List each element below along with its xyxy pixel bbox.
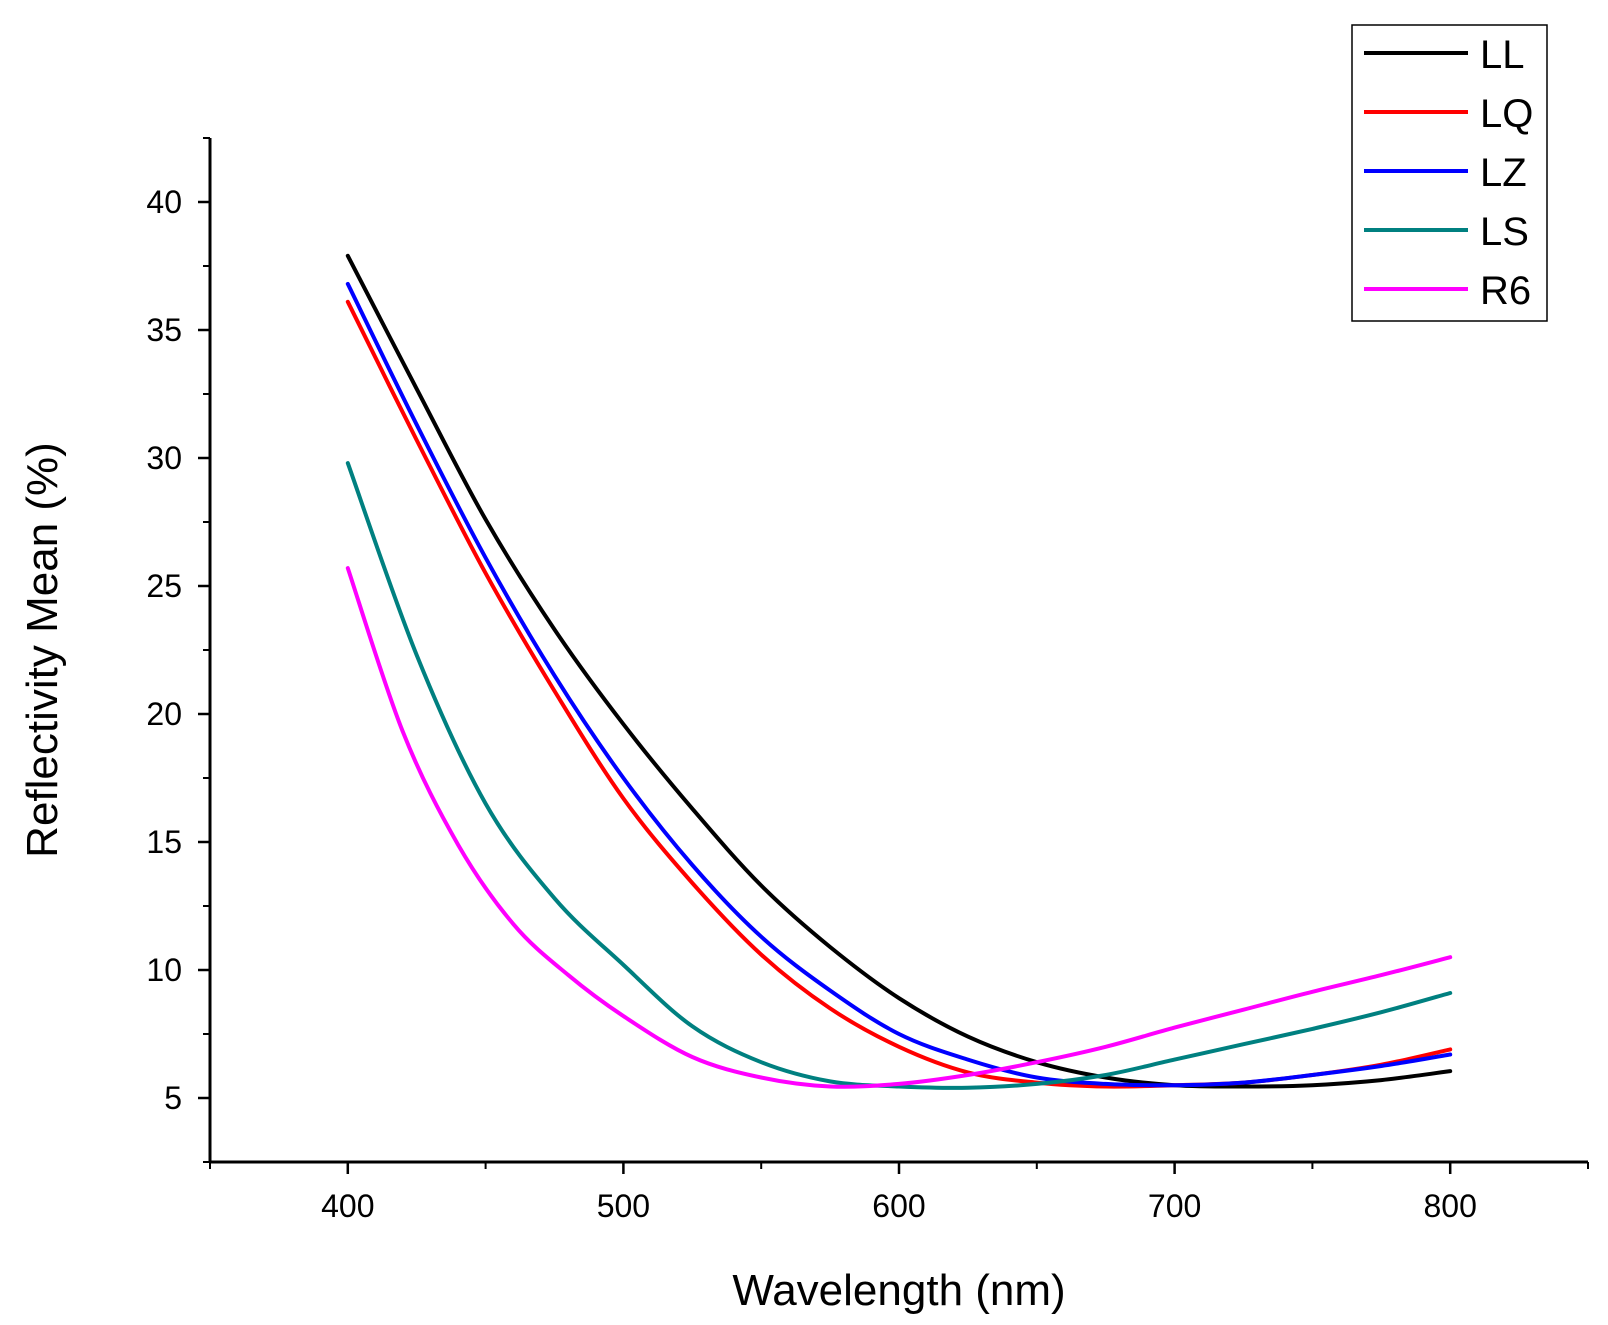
series-line-lq — [345, 299, 1453, 1089]
y-axis-title: Reflectivity Mean (%) — [18, 442, 67, 858]
x-tick-label: 700 — [1148, 1188, 1201, 1224]
legend-label-ls: LS — [1480, 210, 1529, 254]
legend: LL LQ LZ LS R6 — [1351, 24, 1548, 322]
series-line-lz — [345, 281, 1453, 1088]
x-tick-label: 800 — [1424, 1188, 1477, 1224]
y-tick-label: 15 — [146, 824, 182, 860]
series-line-ls — [345, 461, 1453, 1090]
legend-label-ll: LL — [1480, 33, 1525, 77]
y-tick-label: 20 — [146, 696, 182, 732]
axis-tick-labels: 400 500 600 700 800 5 10 15 20 25 30 35 40 — [146, 184, 1476, 1224]
legend-label-r6: R6 — [1480, 269, 1531, 313]
y-tick-label: 35 — [146, 312, 182, 348]
series-lines — [345, 253, 1453, 1090]
y-tick-label: 25 — [146, 568, 182, 604]
x-tick-label: 600 — [872, 1188, 925, 1224]
y-tick-label: 40 — [146, 184, 182, 220]
x-tick-label: 400 — [321, 1188, 374, 1224]
series-line-r6 — [345, 566, 1453, 1089]
legend-label-lq: LQ — [1480, 92, 1533, 136]
legend-label-lz: LZ — [1480, 151, 1527, 195]
y-tick-label: 10 — [146, 952, 182, 988]
series-line-ll — [345, 253, 1453, 1089]
y-tick-label: 5 — [164, 1080, 182, 1116]
x-axis-title: Wavelength (nm) — [732, 1266, 1065, 1315]
axis-ticks — [198, 137, 1589, 1174]
y-tick-label: 30 — [146, 440, 182, 476]
x-tick-label: 500 — [597, 1188, 650, 1224]
